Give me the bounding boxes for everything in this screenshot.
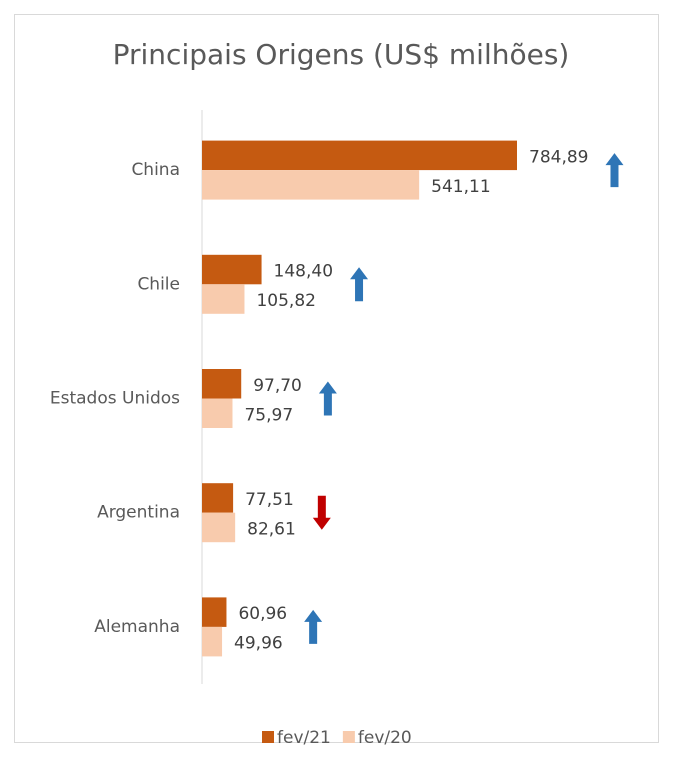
arrow-up	[304, 609, 323, 644]
data-label: 75,97	[244, 405, 293, 425]
data-label: 148,40	[274, 262, 333, 282]
bar	[202, 284, 245, 314]
arrow-up	[605, 153, 624, 188]
data-label: 105,82	[256, 291, 315, 311]
y-tick-label: Alemanha	[94, 617, 180, 637]
bar	[202, 597, 227, 627]
bar	[202, 483, 234, 513]
legend-swatch	[262, 731, 274, 743]
chart-frame	[14, 14, 659, 743]
data-label: 49,96	[234, 634, 283, 654]
data-label: 77,51	[245, 490, 294, 510]
bar	[202, 512, 236, 543]
arrow-down	[312, 495, 331, 530]
bar	[202, 170, 420, 200]
bar	[202, 626, 223, 657]
data-label: 541,11	[431, 177, 490, 197]
y-tick-label: Estados Unidos	[50, 389, 180, 409]
bar	[202, 140, 517, 171]
legend-swatch	[342, 731, 355, 743]
legend-label: fev/20	[358, 728, 412, 748]
y-tick-label: China	[131, 160, 180, 180]
data-label: 97,70	[253, 376, 302, 396]
y-tick-label: Argentina	[97, 503, 180, 523]
data-label: 60,96	[238, 604, 287, 624]
bar	[202, 398, 233, 428]
data-label: 82,61	[247, 519, 296, 539]
y-tick-label: Chile	[137, 274, 180, 294]
arrow-up	[318, 381, 337, 416]
data-label: 784,89	[529, 147, 588, 167]
bar	[202, 254, 262, 285]
arrow-up	[350, 267, 369, 302]
bar	[202, 369, 242, 399]
chart-title: Principais Origens (US$ milhões)	[113, 38, 570, 71]
legend-label: fev/21	[277, 728, 331, 748]
